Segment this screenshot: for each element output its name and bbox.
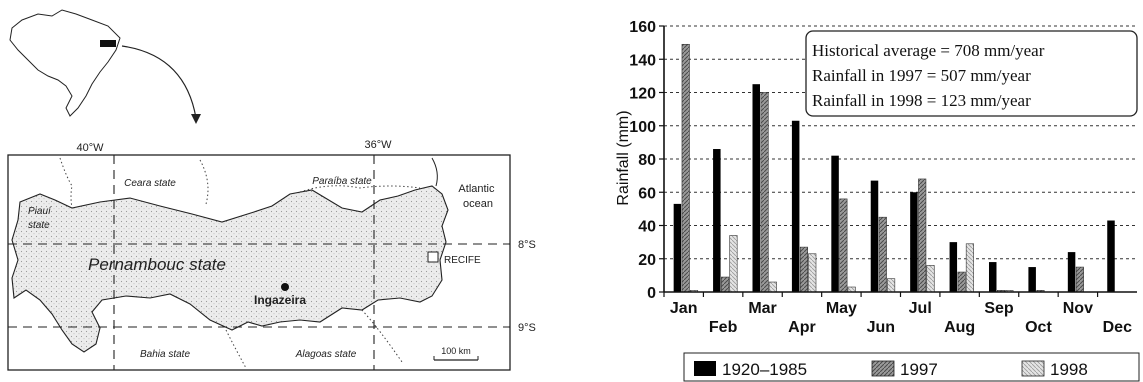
map-panel: 40°W 36°W 8°S 9°S Ceara state Paraíba st…: [7, 9, 536, 371]
legend-label-1920-1985: 1920–1985: [722, 360, 807, 379]
bahia-border: [225, 329, 247, 369]
atlantic-label-line1: Atlantic: [458, 183, 495, 195]
bar-feb-1998: [729, 235, 738, 293]
bar-mar-1998: [768, 281, 777, 293]
bar-sep-19201985: [988, 262, 997, 292]
atlantic-label-line2: ocean: [463, 198, 493, 210]
x-tick-label-mar: Mar: [748, 300, 776, 317]
tick-labels: 0 20 40 60 80 100 120 140 160 Jan Feb Mar Apr May Jun J…: [629, 19, 1132, 336]
x-tick-label-feb: Feb: [709, 319, 738, 336]
atlantic-ocean-label: Atlantic ocean: [458, 183, 497, 210]
bar-jan-19201985: [673, 203, 682, 292]
bar-jun-19201985: [870, 180, 879, 292]
chart-panel: 0 20 40 60 80 100 120 140 160 Jan Feb Mar Apr May Jun J…: [615, 19, 1140, 382]
x-tick-label-jul: Jul: [909, 300, 932, 317]
bars: [673, 43, 1115, 293]
bar-mar-1997: [760, 92, 769, 293]
brazil-inset-map: [9, 9, 121, 117]
axes: [659, 25, 1137, 297]
legend-label-1998: 1998: [1050, 360, 1088, 379]
legend: 1920–1985 1997 1998: [683, 352, 1140, 382]
legend-swatch-1997: [871, 360, 895, 377]
x-tick-label-may: May: [826, 300, 857, 317]
annotation-box: Historical average = 708 mm/year Rainfal…: [805, 30, 1138, 117]
pernambuco-highlight-on-inset: [100, 40, 116, 47]
alagoas-border: [361, 309, 403, 363]
x-tick-label-jun: Jun: [867, 319, 895, 336]
y-tick-label-40: 40: [638, 219, 656, 236]
y-tick-label-140: 140: [629, 52, 656, 69]
bar-apr-1998: [808, 253, 817, 293]
bar-dec-19201985: [1107, 220, 1115, 292]
bahia-state-label: Bahia state: [140, 349, 190, 360]
bar-jun-1997: [878, 216, 887, 293]
ingazeira-label: Ingazeira: [254, 293, 306, 307]
legend-label-1997: 1997: [900, 360, 938, 379]
bar-aug-1997: [957, 271, 966, 293]
bar-may-1997: [839, 198, 848, 293]
bar-jan-1997: [681, 43, 690, 293]
alagoas-state-label: Alagoas state: [295, 349, 357, 360]
latitude-label-9s: 9°S: [518, 322, 536, 334]
longitude-label-36w: 36°W: [364, 139, 392, 151]
y-tick-label-160: 160: [629, 19, 656, 36]
legend-frame: [683, 352, 1140, 382]
bar-mar-19201985: [752, 84, 760, 292]
ceara-border-east: [199, 159, 209, 205]
bar-apr-1997: [799, 246, 809, 293]
bar-jul-1998: [926, 265, 935, 293]
annotation-1998: Rainfall in 1998 = 123 mm/year: [812, 91, 1031, 110]
bar-aug-1998: [965, 243, 974, 293]
bar-apr-19201985: [791, 120, 800, 292]
x-tick-label-dec: Dec: [1103, 319, 1132, 336]
bar-oct-19201985: [1028, 267, 1036, 292]
bar-feb-1997: [721, 276, 730, 293]
ceara-state-label: Ceara state: [124, 178, 176, 189]
annotation-historical: Historical average = 708 mm/year: [812, 41, 1045, 60]
coastline: [431, 157, 438, 187]
bar-nov-1997: [1075, 266, 1084, 293]
longitude-label-40w: 40°W: [76, 142, 104, 154]
recife-marker: [427, 251, 439, 263]
pernambuco-state-shape: [11, 185, 449, 353]
x-tick-label-aug: Aug: [944, 319, 975, 336]
paraiba-state-label: Paraíba state: [312, 176, 372, 187]
y-tick-label-120: 120: [629, 86, 656, 103]
x-tick-label-sep: Sep: [984, 300, 1014, 317]
y-tick-label-100: 100: [629, 119, 656, 136]
y-axis-label: Rainfall (mm): [615, 110, 632, 205]
arrow-head: [191, 114, 201, 124]
ingazeira-marker: [281, 283, 289, 291]
curved-arrow: [121, 45, 197, 119]
y-tick-label-60: 60: [638, 185, 656, 202]
bar-nov-19201985: [1067, 252, 1076, 292]
annotation-1997: Rainfall in 1997 = 507 mm/year: [812, 66, 1031, 85]
y-tick-label-0: 0: [647, 285, 656, 302]
x-tick-label-apr: Apr: [788, 319, 816, 336]
x-tick-label-jan: Jan: [670, 300, 698, 317]
y-tick-label-20: 20: [638, 252, 656, 269]
legend-swatch-1920-1985: [694, 361, 716, 376]
bar-jul-19201985: [910, 192, 918, 292]
recife-label: RECIFE: [444, 255, 481, 266]
scale-bar-label: 100 km: [441, 346, 471, 356]
piaui-state-label: Piauí state: [28, 206, 52, 231]
bar-may-19201985: [831, 155, 839, 292]
y-tick-label-80: 80: [638, 152, 656, 169]
bar-jul-1997: [918, 178, 927, 293]
x-tick-label-oct: Oct: [1025, 319, 1052, 336]
x-tick-label-nov: Nov: [1063, 300, 1093, 317]
latitude-label-8s: 8°S: [518, 239, 536, 251]
bar-feb-19201985: [713, 149, 721, 292]
paraiba-border: [299, 185, 421, 193]
bar-aug-19201985: [949, 242, 958, 292]
legend-swatch-1998: [1021, 360, 1045, 377]
pernambuco-state-label: Pernambouc state: [88, 255, 226, 274]
bar-jun-1998: [887, 278, 896, 293]
